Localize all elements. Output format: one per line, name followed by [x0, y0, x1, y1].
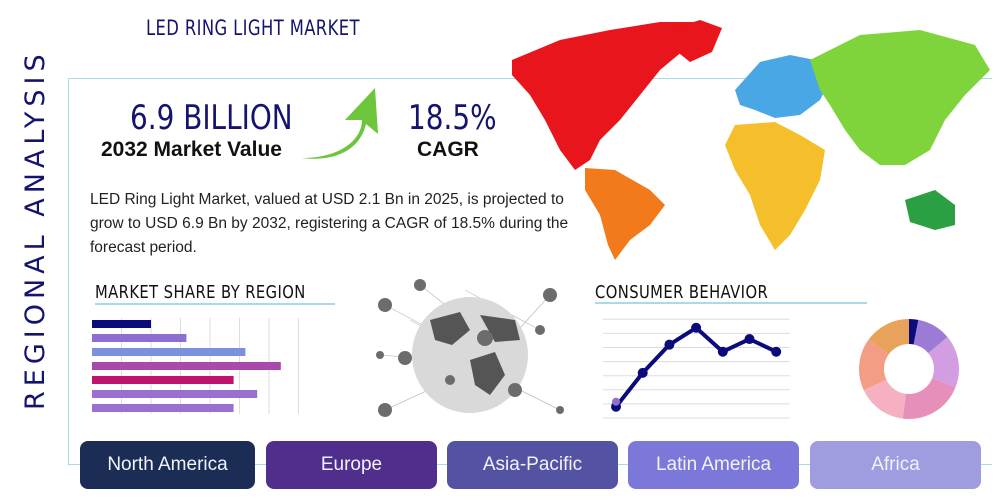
line-point: [637, 367, 648, 378]
map-europe: [735, 55, 830, 118]
market-description: LED Ring Light Market, valued at USD 2.1…: [90, 191, 569, 256]
bar: [92, 362, 281, 370]
market-share-underline: [95, 303, 335, 305]
map-south-america: [585, 168, 665, 260]
donut-slice: [909, 319, 919, 345]
donut-slice: [863, 379, 906, 419]
region-label: Latin America: [655, 454, 772, 475]
map-asia: [810, 30, 990, 165]
region-button-africa[interactable]: Africa: [810, 441, 981, 489]
line-point-highlight: [612, 397, 620, 406]
bar: [92, 390, 258, 398]
line-point: [771, 346, 782, 357]
donut-slice: [928, 337, 959, 388]
map-oceania: [905, 190, 955, 230]
region-button-europe[interactable]: Europe: [266, 441, 437, 489]
bar: [92, 334, 187, 342]
market-value-label: 2032 Market Value: [101, 138, 282, 161]
bar: [92, 348, 246, 356]
line-point: [717, 346, 728, 357]
map-north-america: [512, 22, 705, 170]
cagr-value: 18.5%: [408, 98, 497, 138]
market-value: 6.9 BILLION: [130, 98, 293, 138]
region-button-north-america[interactable]: North America: [80, 441, 255, 489]
line-point: [664, 339, 675, 350]
consumer-behavior-underline: [595, 302, 867, 304]
page-title: LED RING LIGHT MARKET: [146, 16, 360, 40]
donut-slice: [868, 319, 909, 355]
region-label: Africa: [871, 454, 920, 475]
line-point: [744, 334, 755, 345]
region-label: North America: [107, 454, 228, 475]
donut-slice: [859, 339, 889, 391]
cagr-label: CAGR: [417, 138, 479, 161]
consumer-behavior-title: CONSUMER BEHAVIOR: [595, 282, 769, 303]
region-label: Europe: [320, 454, 383, 475]
map-africa: [725, 122, 825, 250]
region-button-asia-pacific[interactable]: Asia-Pacific: [447, 441, 618, 489]
map-greenland: [668, 20, 722, 62]
region-label: Asia-Pacific: [482, 454, 583, 475]
line-point: [691, 322, 702, 333]
bar: [92, 320, 151, 328]
donut-slice: [902, 378, 956, 419]
bar: [92, 376, 234, 384]
region-button-latin-america[interactable]: Latin America: [628, 441, 799, 489]
bar: [92, 404, 234, 412]
market-share-title: MARKET SHARE BY REGION: [95, 282, 306, 303]
donut-slice: [913, 319, 948, 354]
